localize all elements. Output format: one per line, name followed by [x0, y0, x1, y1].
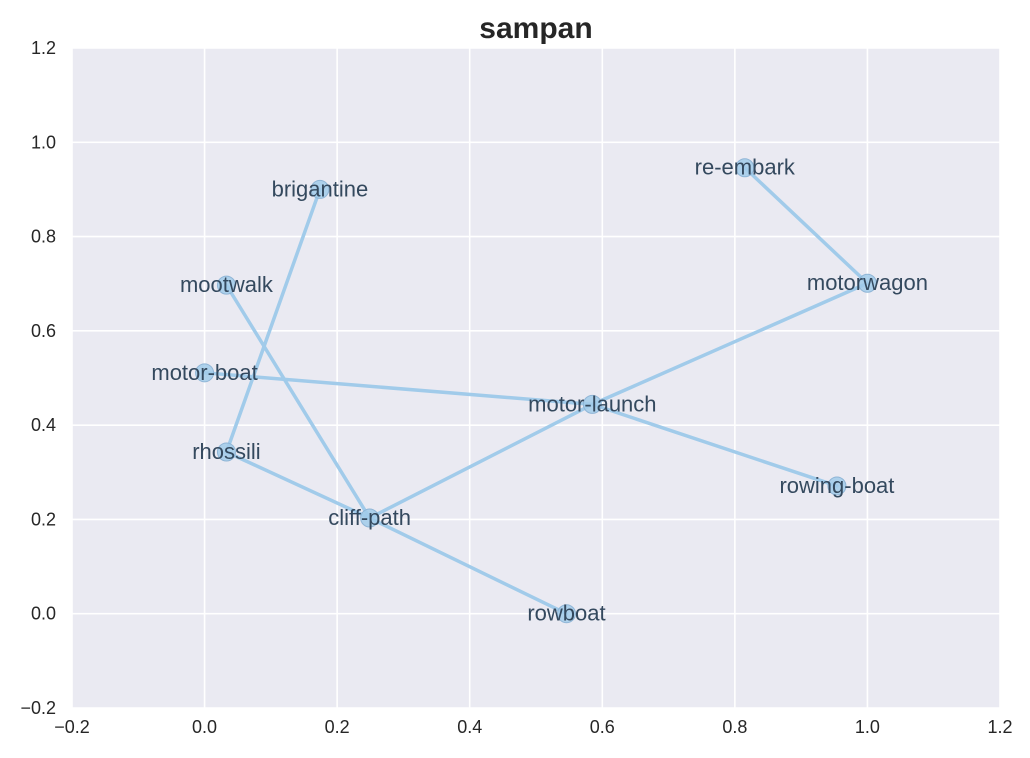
node-rowing-boat: [827, 476, 847, 496]
edge-mootwalk-cliff-path: [224, 283, 372, 520]
y-tick-label: 0.0: [31, 604, 56, 624]
x-tick-label: 0.0: [192, 717, 217, 737]
x-tick-label: 1.2: [987, 717, 1012, 737]
y-tick-label: 0.2: [31, 509, 56, 529]
node-label-motorwagon: motorwagon: [807, 270, 928, 295]
y-tick-label: 1.0: [31, 132, 56, 152]
node-label-rowboat: rowboat: [527, 601, 605, 626]
node-motor-launch: [582, 394, 602, 414]
node-label-cliff-path: cliff-path: [328, 505, 411, 530]
chart-title: sampan: [479, 12, 592, 45]
edges: [202, 165, 870, 616]
node-cliff-path: [360, 508, 380, 528]
edge-brigantine-rhossili: [224, 187, 322, 454]
node-rowboat: [556, 604, 576, 624]
y-tick-label: 0.4: [31, 415, 56, 435]
x-tick-label: 0.8: [722, 717, 747, 737]
node-label-re-embark: re-embark: [695, 155, 796, 180]
edge-rhossili-cliff-path: [224, 450, 372, 520]
x-tick-label: 0.2: [325, 717, 350, 737]
x-tick-label: 1.0: [855, 717, 880, 737]
y-tick-label: 1.2: [31, 38, 56, 58]
node-label-motor-boat: motor-boat: [151, 360, 257, 385]
node-labels: brigantine re-embark mootwalk motorwagon mot…: [151, 155, 928, 626]
edge-motor-launch-rowing-boat: [590, 402, 839, 488]
node-label-motor-launch: motor-launch: [528, 391, 656, 416]
node-motorwagon: [857, 273, 877, 293]
grid-lines: [71, 47, 1001, 709]
node-rhossili: [216, 442, 236, 462]
node-label-rhossili: rhossili: [192, 439, 260, 464]
edge-re-embark-motorwagon: [743, 165, 870, 285]
y-tick-label: −0.2: [20, 698, 56, 718]
node-brigantine: [310, 179, 330, 199]
node-motor-boat: [195, 363, 215, 383]
y-tick-label: 0.8: [31, 227, 56, 247]
y-tick-label: 0.6: [31, 321, 56, 341]
x-tick-labels: −0.2 0.0 0.2 0.4 0.6 0.8 1.0 1.2: [54, 717, 1012, 737]
edge-motorwagon-motor-launch: [590, 281, 870, 407]
nodes: [195, 158, 877, 624]
edge-cliff-path-rowboat: [367, 516, 569, 616]
x-tick-label: 0.4: [457, 717, 482, 737]
edge-motor-launch-cliff-path: [367, 402, 595, 520]
node-label-brigantine: brigantine: [272, 176, 369, 201]
x-tick-label: 0.6: [590, 717, 615, 737]
node-label-mootwalk: mootwalk: [180, 272, 274, 297]
node-label-rowing-boat: rowing-boat: [779, 473, 894, 498]
node-re-embark: [735, 158, 755, 178]
node-mootwalk: [216, 275, 236, 295]
y-tick-labels: −0.2 0.0 0.2 0.4 0.6 0.8 1.0 1.2: [20, 38, 56, 718]
edge-motor-boat-motor-launch: [202, 371, 595, 407]
x-tick-label: −0.2: [54, 717, 90, 737]
